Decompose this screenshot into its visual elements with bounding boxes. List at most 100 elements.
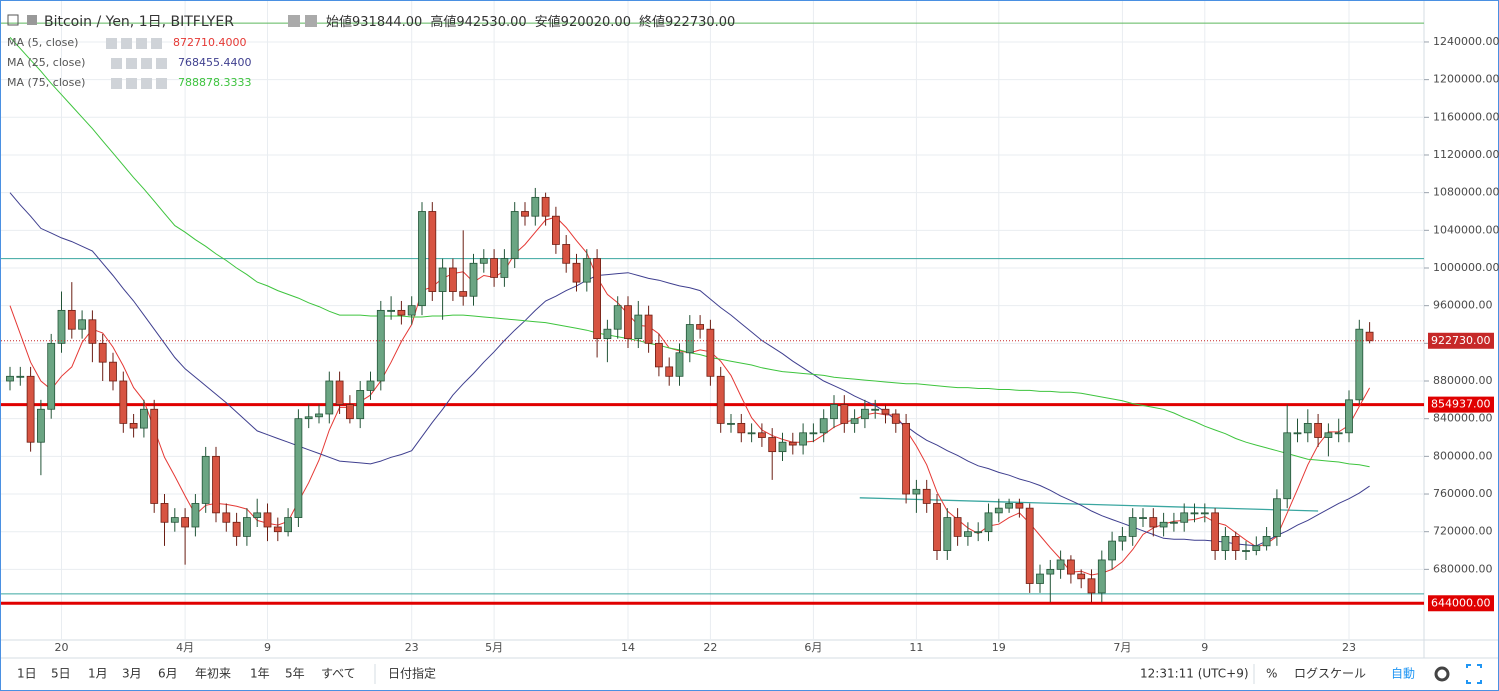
x-tick-label: 4月 [176, 641, 194, 654]
candle-body [706, 328, 715, 377]
candle-body [1015, 503, 1024, 509]
candle-body [98, 342, 107, 363]
candle-body [335, 380, 344, 405]
candle-body [768, 437, 777, 453]
candle-body [181, 517, 190, 528]
legend-entry: MA (5, close) [7, 36, 78, 49]
legend-icon[interactable] [156, 58, 167, 69]
candle-body [294, 418, 303, 518]
candle-body [284, 517, 293, 533]
candle-body [1118, 536, 1127, 542]
candle-body [222, 512, 231, 523]
candle-body [253, 512, 262, 518]
candle-body [78, 319, 86, 330]
legend-icon[interactable] [121, 38, 132, 49]
candle-body [830, 404, 838, 420]
candle-body [88, 319, 97, 344]
candle-body [242, 517, 251, 537]
ohlc-value: 931844.00 [352, 15, 422, 30]
legend-icon[interactable] [126, 58, 137, 69]
legend-value: 872710.4000 [173, 36, 246, 49]
y-tick-label: 1240000.00 [1433, 35, 1499, 48]
candle-body [984, 512, 993, 533]
candle-body [644, 314, 653, 344]
legend-icon[interactable] [141, 58, 152, 69]
range-button[interactable]: 1年 [250, 667, 270, 681]
legend-value: 768455.4400 [178, 56, 251, 69]
log-button[interactable]: ログスケール [1294, 667, 1366, 681]
ohlc-label: 安値 [535, 14, 561, 30]
candle-body [1221, 536, 1230, 551]
range-button[interactable]: 3月 [122, 667, 142, 681]
candle-body [1005, 503, 1013, 509]
candle-body [47, 342, 56, 410]
collapse-icon[interactable] [7, 14, 19, 26]
candle-body [57, 309, 66, 344]
candle-body [418, 211, 426, 307]
legend-icon[interactable] [151, 38, 162, 49]
legend-icon[interactable] [106, 38, 117, 49]
candle-body [964, 531, 972, 537]
percent-button[interactable]: % [1266, 667, 1277, 681]
y-tick-label: 1040000.00 [1433, 223, 1499, 236]
candle-body [871, 408, 880, 411]
candle-body [943, 517, 952, 551]
range-button[interactable]: 年初来 [195, 667, 231, 681]
candle-body [201, 455, 210, 504]
legend-icon[interactable] [126, 78, 137, 89]
x-tick-label: 20 [55, 641, 69, 654]
candle-body [26, 375, 35, 443]
y-tick-label: 720000.00 [1433, 525, 1493, 538]
legend-icon[interactable] [111, 78, 122, 89]
candle-body [273, 526, 282, 533]
clock: 12:31:11 (UTC+9) [1140, 667, 1249, 681]
candle-body [139, 408, 148, 429]
candle-body [356, 390, 365, 420]
candle-body [1036, 573, 1044, 584]
candle-body [1242, 550, 1250, 552]
candle-body [160, 503, 169, 523]
legend-icon[interactable] [141, 78, 152, 89]
price-label-box [1428, 332, 1494, 349]
candle-body [861, 408, 869, 420]
ohlc-value: 922730.00 [665, 15, 735, 30]
settings-icon[interactable] [288, 15, 300, 27]
legend-entry: MA (75, close) [7, 76, 85, 89]
candle-body [1303, 422, 1312, 434]
x-tick-label: 5月 [485, 641, 503, 654]
date-button[interactable]: 日付指定 [388, 666, 436, 681]
legend-icon[interactable] [136, 38, 147, 49]
range-button[interactable]: 5日 [51, 667, 71, 681]
symbol-title: Bitcoin / Yen, 1日, BITFLYER [44, 14, 234, 30]
more-icon[interactable] [305, 15, 317, 27]
candle-body [521, 211, 529, 217]
y-tick-label: 680000.00 [1433, 562, 1493, 575]
candle-body [593, 258, 601, 340]
settings-button[interactable] [1434, 666, 1450, 682]
candle-body [1149, 517, 1158, 528]
auto-button[interactable]: 自動 [1391, 667, 1415, 681]
range-button[interactable]: 1日 [17, 667, 37, 681]
candle-body [1056, 559, 1065, 570]
fullscreen-button[interactable] [1466, 664, 1482, 684]
candle-body [1314, 422, 1322, 438]
bottom-toolbar: 1日 5日 1月 3月 6月 年初来 1年 5年 すべて 日付指定 12:31:… [1, 657, 1498, 684]
candle-body [613, 305, 622, 330]
x-tick-label: 6月 [804, 641, 822, 654]
candle-body [624, 305, 632, 340]
legend-entry: MA (25, close) [7, 56, 85, 69]
candle-body [170, 517, 179, 523]
x-tick-label: 9 [264, 641, 271, 654]
range-button[interactable]: 1月 [88, 667, 108, 681]
candle-body [1273, 498, 1281, 537]
legend-icon[interactable] [156, 78, 167, 89]
range-button[interactable]: 6月 [158, 667, 178, 681]
range-button[interactable]: すべて [321, 667, 356, 681]
candle-body [263, 512, 272, 528]
y-tick-label: 880000.00 [1433, 374, 1493, 387]
legend-icon[interactable] [111, 58, 122, 69]
range-button[interactable]: 5年 [285, 667, 305, 681]
candle-body [881, 408, 890, 415]
candle-body [1231, 536, 1240, 551]
